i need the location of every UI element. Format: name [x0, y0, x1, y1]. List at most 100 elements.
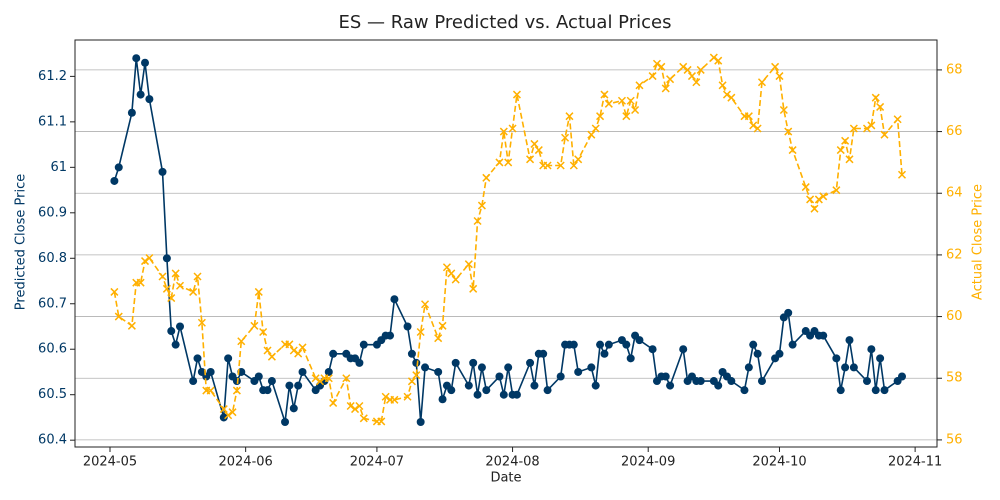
point [289, 404, 298, 413]
point [657, 62, 666, 71]
point [845, 336, 854, 345]
point [390, 295, 399, 304]
point [749, 121, 758, 130]
point [753, 349, 762, 358]
point [661, 372, 670, 381]
point [635, 81, 644, 90]
point [591, 381, 600, 390]
point [127, 321, 136, 330]
point [596, 340, 605, 349]
point [447, 386, 456, 395]
point [574, 367, 583, 376]
point [407, 377, 416, 386]
point [801, 183, 810, 192]
point [744, 112, 753, 121]
point [495, 372, 504, 381]
point [351, 405, 360, 414]
point [110, 287, 119, 296]
point [819, 192, 828, 201]
point [442, 263, 451, 272]
point [477, 201, 486, 210]
point [788, 146, 797, 155]
point [473, 216, 482, 226]
point [289, 346, 298, 355]
point [543, 386, 552, 395]
point [622, 340, 631, 349]
point [543, 161, 552, 170]
point [162, 254, 171, 263]
point [622, 112, 631, 121]
point [530, 381, 539, 390]
point [727, 93, 736, 102]
point [666, 381, 675, 390]
point [604, 340, 613, 349]
point [359, 340, 368, 349]
point [604, 99, 613, 108]
point [158, 167, 167, 176]
point [569, 340, 578, 349]
point [285, 340, 294, 349]
point [381, 392, 390, 401]
point [757, 78, 767, 87]
point [819, 331, 828, 340]
point [744, 363, 753, 372]
point [696, 377, 705, 386]
point [534, 146, 543, 155]
point [127, 108, 136, 117]
point [114, 312, 123, 321]
point [141, 58, 150, 67]
point [403, 322, 412, 331]
point [140, 257, 150, 266]
point [355, 358, 364, 367]
point [867, 121, 876, 130]
point [473, 390, 482, 399]
point [849, 124, 858, 133]
point [386, 331, 395, 340]
point [298, 343, 307, 352]
point [232, 386, 241, 395]
point [416, 327, 425, 337]
point [263, 386, 272, 395]
y2-axis-label: Actual Close Price [971, 184, 986, 300]
point [587, 363, 596, 372]
y2-tick-label: 68 [946, 62, 963, 77]
y2-tick-label: 60 [946, 309, 963, 324]
point [482, 386, 491, 395]
point [596, 112, 605, 121]
point [114, 163, 123, 172]
plot-frame [74, 39, 938, 448]
point [438, 321, 447, 330]
point [727, 377, 736, 386]
point [390, 395, 399, 404]
point [526, 358, 535, 367]
x-axis-label: Date [490, 471, 521, 486]
point [893, 115, 902, 124]
point [775, 349, 784, 358]
point [407, 349, 416, 358]
point [508, 124, 517, 133]
point [530, 139, 539, 148]
point [862, 124, 872, 133]
point [250, 321, 259, 330]
y2-tick-label: 62 [946, 247, 963, 262]
point [285, 381, 294, 390]
point [845, 155, 854, 164]
point [469, 358, 478, 367]
point [342, 374, 351, 383]
x-tick-label: 2024-07 [350, 455, 404, 470]
point [880, 386, 889, 395]
point [412, 358, 421, 367]
x-tick-label: 2024-08 [485, 455, 539, 470]
point [175, 281, 185, 290]
point [836, 146, 845, 155]
point [294, 349, 303, 358]
y-tick-label: 61.2 [38, 69, 67, 84]
point [814, 195, 823, 204]
point [228, 408, 237, 417]
point [447, 269, 456, 278]
point [841, 363, 850, 372]
point [679, 62, 688, 71]
point [504, 158, 513, 167]
point [661, 84, 670, 93]
